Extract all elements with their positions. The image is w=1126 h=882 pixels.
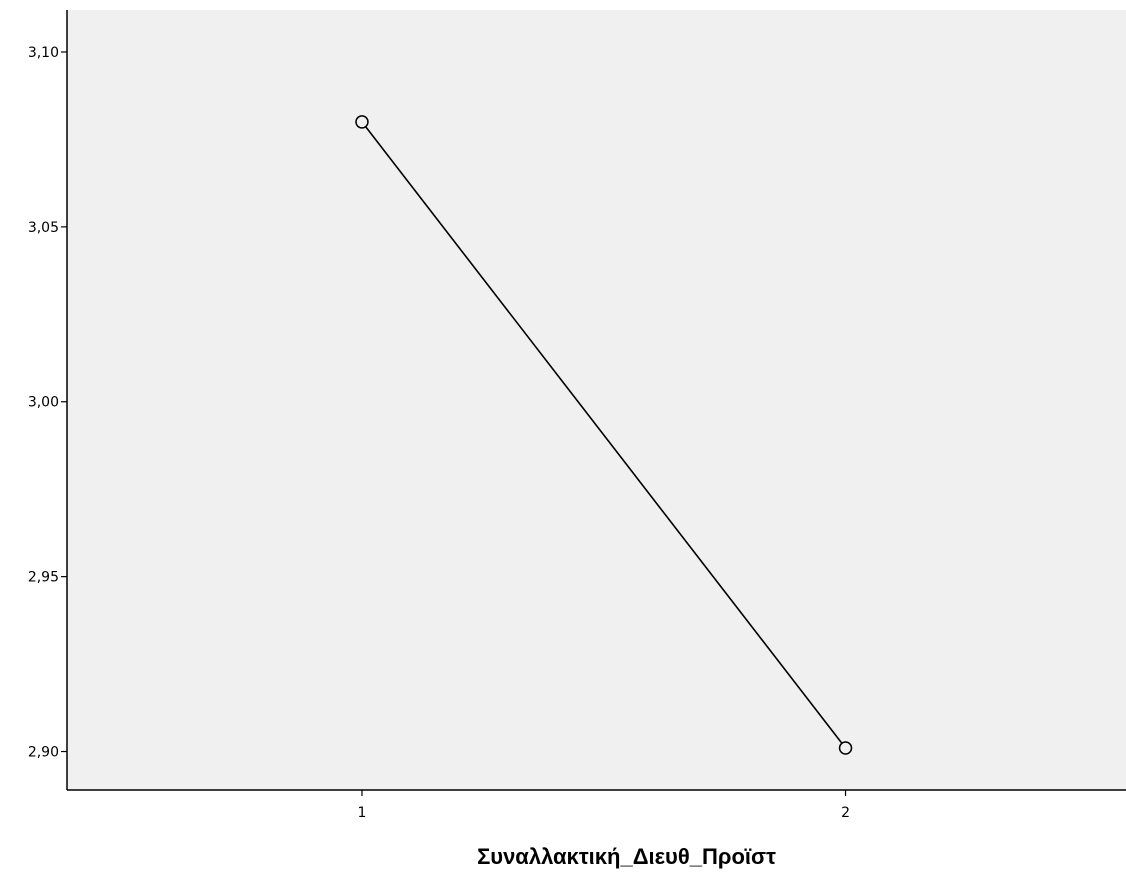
data-point [838, 741, 853, 755]
y-axis: 2,90 2,95 3,00 3,05 3,10 [28, 10, 68, 790]
y-tick-label: 2,90 [28, 745, 59, 761]
y-tick-label: 3,05 [28, 220, 59, 236]
x-axis-title: Συναλλακτική_Διευθ_Προϊστ [477, 844, 776, 869]
x-tick-label: 2 [841, 805, 850, 821]
series-line [361, 121, 847, 749]
y-tick-label: 2,95 [28, 570, 59, 586]
y-tick-label: 3,10 [28, 45, 59, 61]
plot-area [67, 10, 1126, 790]
data-point [355, 115, 369, 129]
x-tick-label: 1 [358, 805, 367, 821]
y-tick-label: 3,00 [28, 395, 59, 411]
series-layer [355, 115, 853, 755]
